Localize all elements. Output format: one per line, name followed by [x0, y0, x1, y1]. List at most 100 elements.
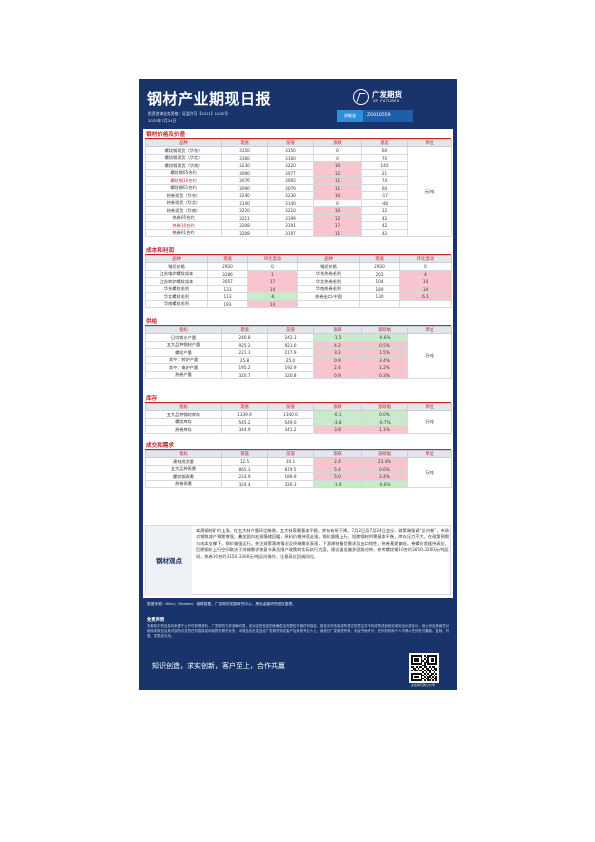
table-row: 螺纹钢现货（华南） 3230 3220 10 140 [145, 161, 452, 170]
logo-name-cn: 广发期货 [372, 90, 402, 99]
change-value: 17 [313, 221, 362, 230]
table-row: 热卷10合约 3208 3191 17 42 [145, 221, 452, 230]
column-header: 指标 [145, 449, 222, 459]
section-price: 钢材价格及价差 品种 现值 前值 涨跌 基差 单位 螺纹钢现货（华东） 3150 3150 0 60… [145, 131, 452, 238]
current-value: 133 [207, 284, 248, 294]
change-value: -3.8 [313, 417, 362, 427]
change-percent: 0.5% [361, 340, 408, 350]
inventory-table: 指标 现值 前值 涨跌 涨跌幅 单位 五大品种钢材库存 1339.9 1340.0 -0.1 0.0… [145, 402, 452, 434]
company-logo: 广发期货 GF FUTURES [353, 88, 413, 106]
change-value: 10 [313, 191, 362, 200]
current-value: 240.8 [221, 333, 268, 342]
analyst-box: 周敏波 Z0010559 [337, 110, 413, 122]
column-header: 品种 [145, 138, 222, 148]
column-header: 前值 [267, 138, 314, 148]
indicator-name: 其中：转炉产量 [145, 355, 222, 365]
change-value: 14 [247, 299, 298, 309]
change-value: 14 [399, 277, 452, 286]
unit-cell: 万吨 [407, 333, 452, 380]
current-value [359, 299, 400, 309]
current-value: 2920 [359, 262, 400, 271]
indicator-name: 热卷产量 [145, 370, 222, 380]
section-title: 钢材价格及价差 [145, 131, 451, 139]
current-value: 324.4 [221, 479, 268, 489]
indicator-name: 螺纹库存 [145, 417, 222, 427]
table-row: 热卷表需 324.4 326.3 -1.9 -0.6% [145, 479, 452, 489]
column-header: 涨跌幅 [361, 402, 408, 412]
steel-view-label: 钢材观点 [146, 526, 192, 596]
qr-code-icon[interactable] [409, 653, 439, 683]
change-percent: 23.4% [361, 457, 408, 466]
indicator-name: 其中：电炉产量 [145, 363, 222, 372]
change-value: 4 [399, 269, 452, 279]
table-row: 其中：电炉产量 195.2 192.9 2.4 1.2% [145, 363, 452, 372]
section-trade: 成交和需求 指标 现值 前值 涨跌 涨跌幅 单位 建材成交量 12.5 10.1 2.4 23.4%… [145, 442, 452, 489]
column-header: 涨跌 [313, 402, 362, 412]
table-row: 螺纹钢现货（华东） 3150 3150 0 60 元/吨 [145, 146, 452, 238]
product-name: 螺纹钢现货（华南） [145, 161, 222, 170]
previous-value: 3199 [267, 213, 314, 223]
column-header: 单位 [407, 325, 452, 335]
table-row: 五大品种钢材产量 925.2 921.0 4.2 0.5% [145, 340, 452, 350]
unit-cell: 元/吨 [407, 146, 452, 238]
basis-value: 70 [361, 153, 408, 163]
column-header: 指标 [145, 402, 222, 412]
change-percent: -0.6% [361, 333, 408, 342]
table-row: 日均铁水产量 240.8 242.3 -1.5 -0.6% 万吨 [145, 333, 452, 380]
column-header: 现值 [207, 254, 248, 264]
current-value: 193 [207, 299, 248, 309]
table-row: 华北螺纹毛利 113 -6 热卷出口-中国 130 6.1 [145, 292, 452, 301]
column-header: 前值 [267, 402, 314, 412]
column-header: 基差 [361, 138, 408, 148]
previous-value: 3077 [267, 168, 314, 178]
steel-view-text: 本周钢材矿价上涨，在五大材产量环比略增，五大材表需基本平稳，库存有所下降。7月2… [196, 528, 449, 559]
section-cost: 成本和利润 品种 现值 环比变动 品种 现值 环比变动 钢坯价格 2920 0 钢坯价格 2920 0… [145, 247, 452, 309]
change-value: 3.2 [313, 348, 362, 357]
change-value: 4.2 [313, 340, 362, 350]
indicator-name: 热卷库存 [145, 425, 222, 434]
current-value: 203 [359, 269, 400, 279]
item-name: 钢坯价格 [297, 262, 360, 271]
previous-value: 341.2 [267, 425, 314, 434]
section-inventory: 库存 指标 现值 前值 涨跌 涨跌幅 单位 五大品种钢材库存 1339.9 1340.0 -0.1… [145, 395, 452, 434]
current-value: 195.2 [221, 363, 268, 372]
change-value: 12 [313, 168, 362, 178]
current-value: 224.9 [221, 472, 268, 481]
indicator-name: 热卷表需 [145, 479, 222, 489]
table-row: 五大品种钢材库存 1339.9 1340.0 -0.1 0.0% 万吨 [145, 410, 452, 434]
previous-value: 3065 [267, 176, 314, 185]
section-title: 库存 [145, 395, 451, 403]
table-row: 螺纹钢05合约 3090 3077 12 21 [145, 168, 452, 178]
steel-view-box: 钢材观点 本周钢材矿价上涨，在五大材产量环比略增，五大材表需基本平稳，库存有所下… [145, 525, 451, 596]
table-row: 螺纹钢表需 224.9 189.9 5.0 2.4% [145, 472, 452, 481]
change-value: 14 [247, 284, 298, 294]
basis-value: 12 [361, 206, 408, 215]
change-value: 0.9 [313, 355, 362, 365]
change-percent: 0.6% [361, 464, 408, 474]
change-value: 3.8 [313, 425, 362, 434]
change-value: -6 [247, 292, 298, 301]
change-percent: 2.4% [361, 472, 408, 481]
current-value: 104 [359, 277, 400, 286]
unit-cell: 万吨 [407, 457, 452, 489]
product-name: 螺纹钢10合约 [145, 176, 222, 185]
previous-value: 921.0 [267, 340, 314, 350]
basis-value: 74 [361, 176, 408, 185]
report-page: 钢材产业期现日报 投资咨询业务资格：证监许可【2011】1292号 2025年7… [139, 79, 457, 690]
item-name: 华东螺纹毛利 [145, 284, 208, 294]
table-row: 螺纹钢现货（华北） 3160 3160 0 70 [145, 153, 452, 163]
previous-value: 3220 [267, 161, 314, 170]
change-value: 0 [399, 262, 452, 271]
indicator-name: 五大品种表需 [145, 464, 222, 474]
change-value: -0.1 [313, 410, 362, 419]
previous-value: 879.5 [267, 464, 314, 474]
disclaimer-title: 免责声明 [147, 618, 165, 623]
table-row: 螺纹库存 545.2 549.0 -3.8 -0.7% [145, 417, 452, 427]
previous-value: 549.0 [267, 417, 314, 427]
table-row: 热卷现货（华北） 3140 3140 0 -48 [145, 198, 452, 208]
table-row: 螺纹钢01合约 3090 3079 11 60 [145, 183, 452, 193]
basis-value: -17 [361, 191, 408, 200]
unit-cell: 万吨 [407, 410, 452, 434]
table-row: 热卷产量 320.7 320.8 0.9 0.3% [145, 370, 452, 380]
current-value: 3150 [221, 146, 268, 155]
